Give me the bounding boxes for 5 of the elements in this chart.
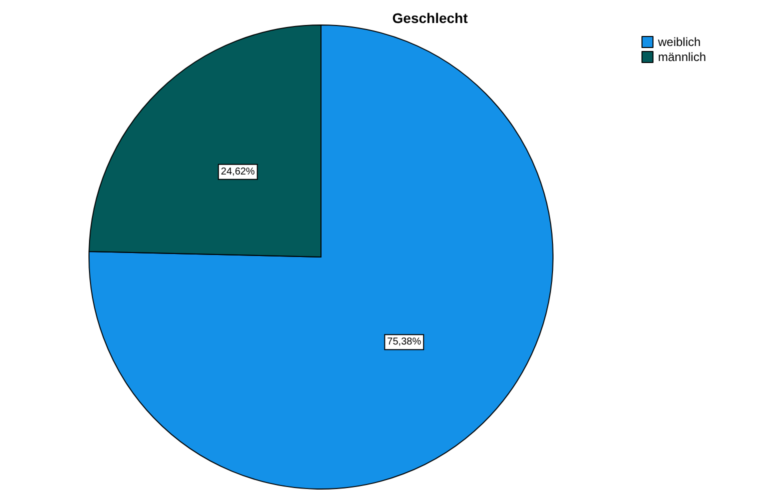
legend-label: weiblich <box>656 35 701 49</box>
legend-label: männlich <box>658 50 706 64</box>
chart-title: Geschlecht <box>392 10 468 26</box>
data-label: 75,38% <box>387 336 422 348</box>
data-label: 24,62% <box>220 166 255 178</box>
